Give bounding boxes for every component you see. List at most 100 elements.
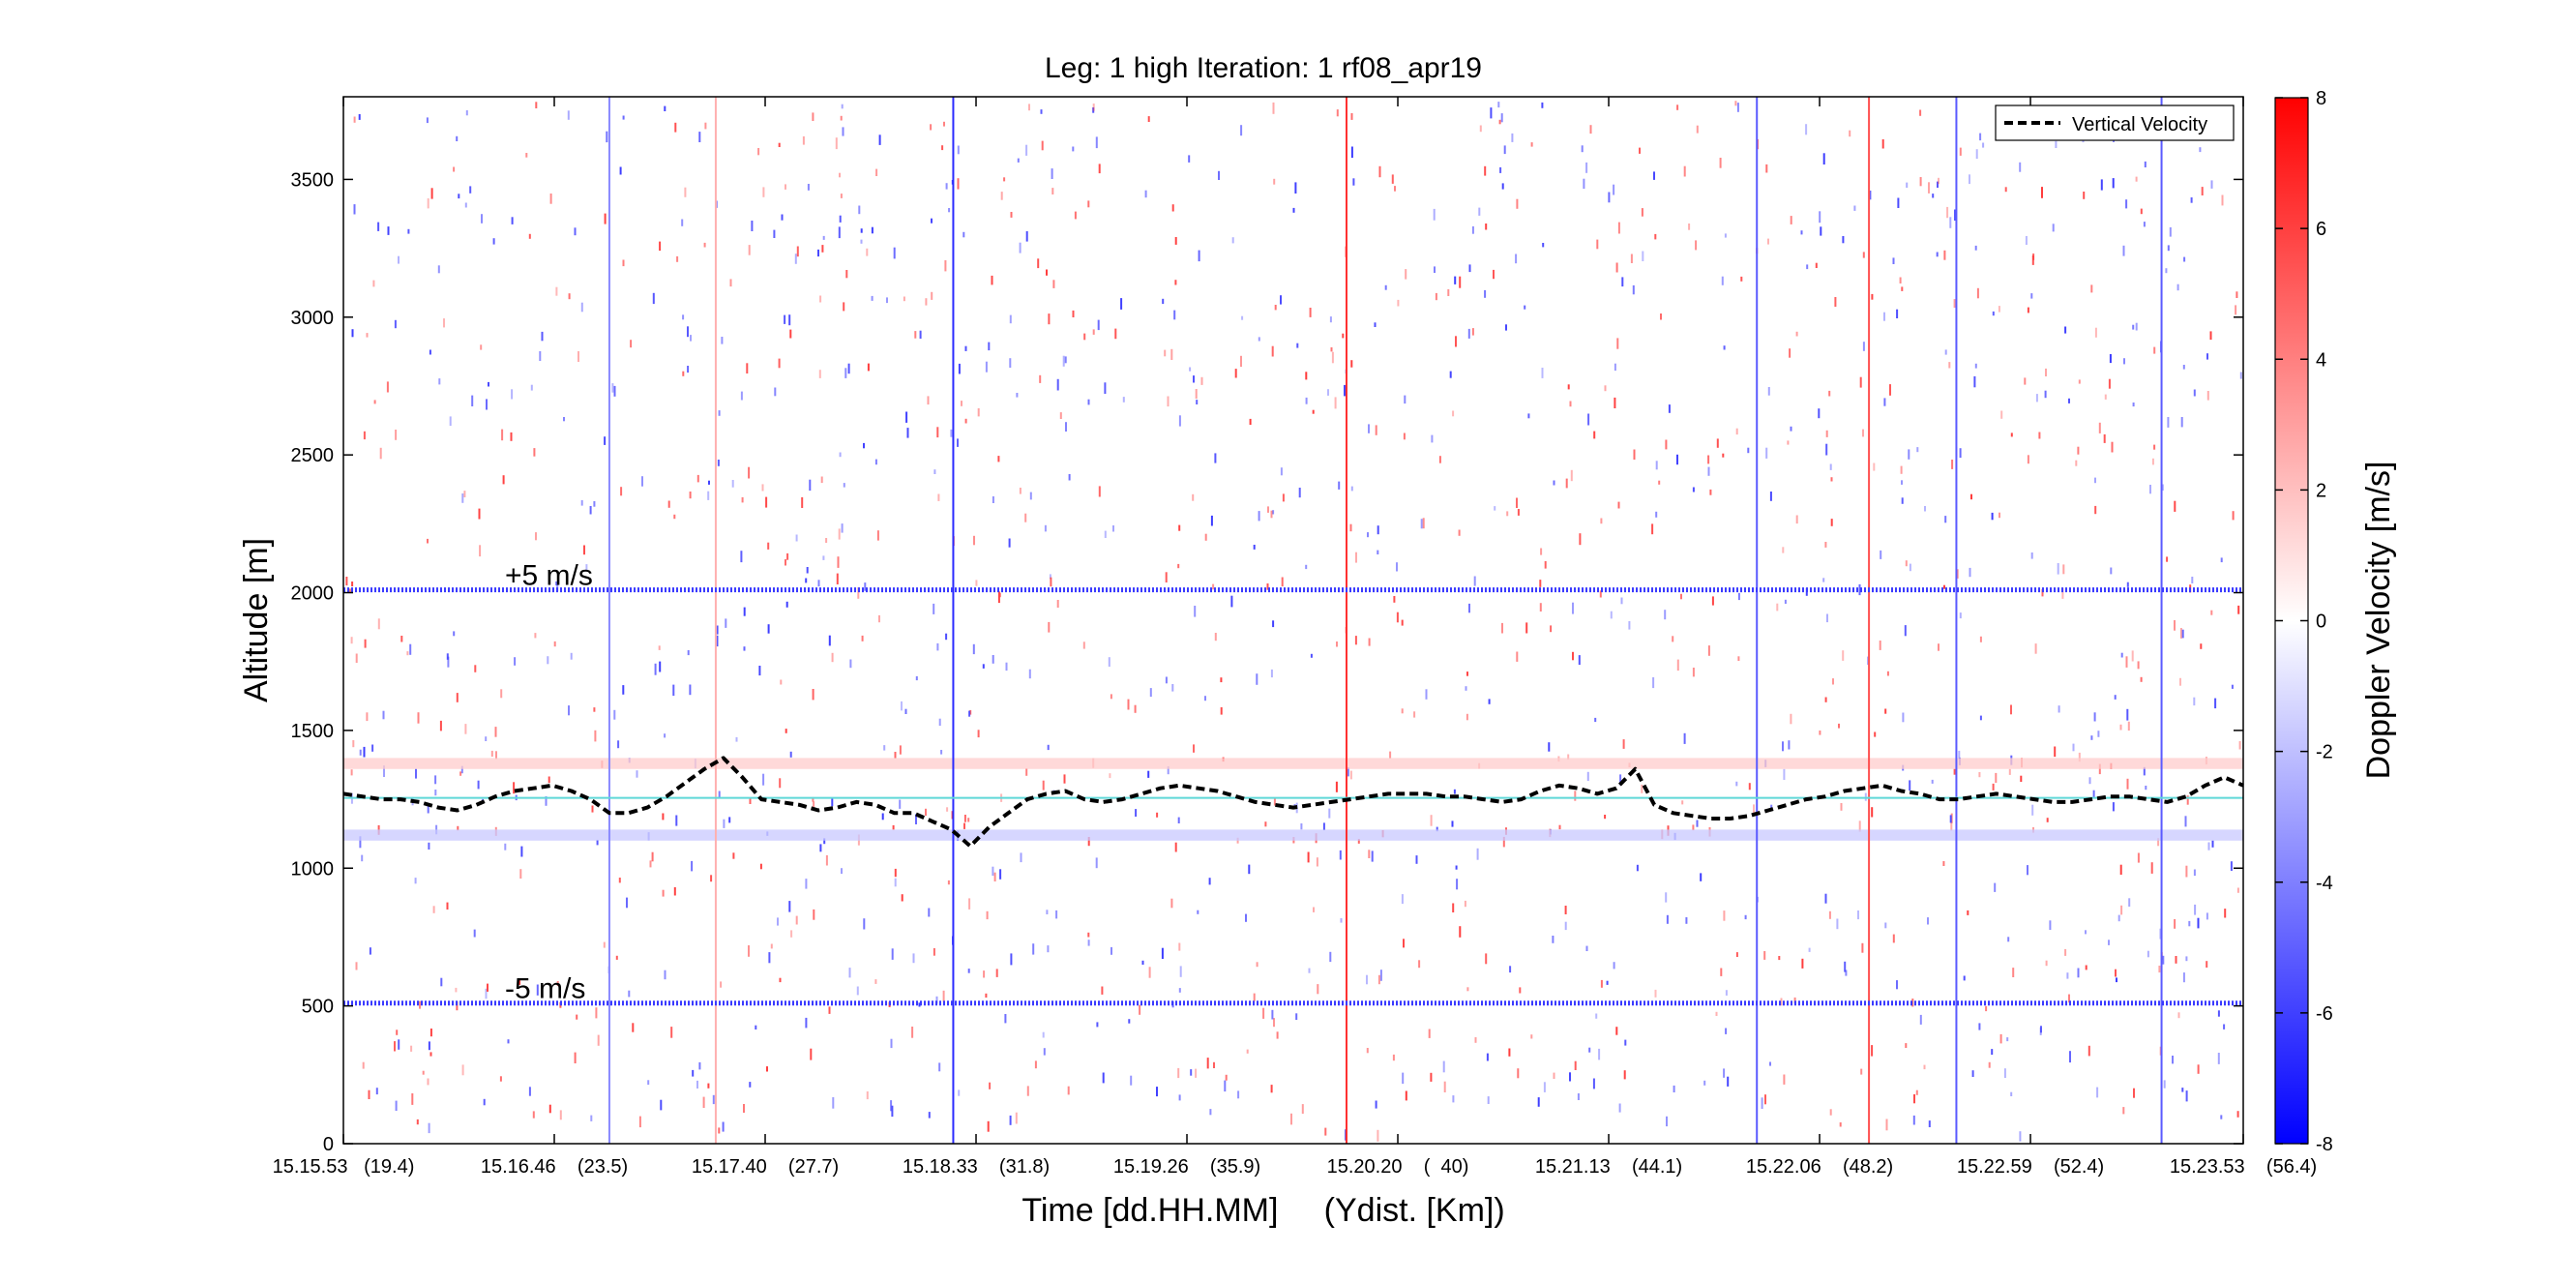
noise-speck — [1938, 177, 1939, 185]
noise-speck — [704, 122, 707, 130]
noise-speck — [1050, 577, 1052, 587]
noise-speck — [1087, 399, 1090, 405]
noise-speck — [1253, 545, 1256, 550]
noise-speck — [1707, 455, 1710, 464]
noise-speck — [841, 868, 843, 875]
noise-speck — [1896, 309, 1899, 318]
noise-speck — [1456, 879, 1459, 890]
noise-speck — [1826, 613, 1828, 623]
noise-speck — [1178, 942, 1181, 951]
noise-speck — [2108, 940, 2110, 945]
noise-speck — [422, 1070, 425, 1075]
noise-speck — [905, 411, 908, 423]
noise-speck — [1598, 1048, 1601, 1060]
noise-speck — [1171, 684, 1174, 692]
noise-speck — [1723, 1068, 1726, 1078]
colorbar-tick-label: 6 — [2316, 219, 2326, 240]
noise-speck — [2193, 869, 2196, 877]
noise-speck — [912, 953, 915, 964]
noise-speck — [2122, 1107, 2125, 1115]
noise-speck — [1052, 280, 1055, 288]
noise-speck — [1592, 1078, 1595, 1089]
noise-speck — [1862, 342, 1865, 351]
noise-speck — [891, 1105, 894, 1118]
noise-speck — [1825, 430, 1828, 437]
noise-speck — [1511, 133, 1514, 142]
noise-speck — [999, 592, 1001, 598]
noise-speck — [1141, 960, 1144, 965]
noise-speck — [1020, 852, 1022, 863]
noise-speck — [986, 910, 989, 920]
noise-speck — [371, 744, 374, 752]
noise-speck — [1924, 506, 1926, 512]
noise-speck — [1979, 636, 1982, 642]
noise-speck — [1485, 953, 1488, 965]
noise-speck — [1606, 980, 1609, 985]
noise-speck — [1010, 212, 1013, 218]
y-tick-label: 2500 — [291, 445, 335, 466]
noise-speck — [1516, 198, 1519, 209]
noise-speck — [1305, 564, 1308, 570]
noise-speck — [1135, 809, 1138, 817]
noise-speck — [1292, 207, 1295, 213]
noise-speck — [1350, 113, 1353, 120]
noise-speck — [1280, 295, 1282, 305]
noise-speck — [2094, 477, 2096, 484]
noise-speck — [1329, 316, 1332, 323]
noise-speck — [1494, 506, 1496, 511]
noise-speck — [894, 868, 897, 878]
noise-speck — [1971, 1070, 1974, 1077]
noise-speck — [1095, 857, 1098, 869]
noise-speck — [1047, 744, 1050, 751]
noise-speck — [911, 1027, 914, 1038]
noise-speck — [1715, 1011, 1718, 1016]
colorbar-tick-label: -6 — [2316, 1003, 2333, 1025]
noise-speck — [1692, 824, 1695, 831]
noise-speck — [1681, 800, 1684, 805]
noise-speck — [1784, 599, 1787, 604]
noise-speck — [1034, 1060, 1037, 1069]
noise-speck — [606, 131, 608, 143]
noise-speck — [761, 484, 764, 492]
legend-entry-vertical-velocity: Vertical Velocity — [2072, 114, 2207, 135]
noise-speck — [555, 286, 558, 296]
noise-speck — [2132, 324, 2135, 330]
noise-speck — [1189, 367, 1192, 372]
noise-speck — [2221, 194, 2224, 206]
noise-speck — [622, 685, 625, 695]
noise-speck — [1063, 774, 1066, 784]
noise-speck — [1630, 254, 1633, 263]
noise-speck — [2032, 254, 2035, 260]
noise-speck — [440, 977, 443, 987]
noise-speck — [437, 265, 440, 274]
noise-speck — [1913, 1094, 1915, 1104]
noise-speck — [1969, 567, 1971, 578]
noise-speck — [352, 740, 355, 748]
noise-speck — [1338, 481, 1341, 490]
noise-speck — [1401, 619, 1404, 626]
noise-speck — [1553, 1072, 1555, 1079]
noise-speck — [1449, 371, 1452, 378]
noise-speck — [874, 979, 877, 984]
noise-speck — [2027, 455, 2029, 464]
noise-speck — [1845, 970, 1848, 976]
noise-speck — [1384, 284, 1387, 290]
noise-speck — [1248, 864, 1251, 875]
noise-speck — [504, 843, 507, 850]
colorbar-tick-label: -8 — [2316, 1134, 2333, 1155]
noise-speck — [1290, 1113, 1292, 1125]
noise-speck — [1305, 397, 1308, 404]
noise-speck — [1214, 633, 1217, 642]
noise-speck — [1028, 669, 1031, 679]
noise-speck — [925, 298, 928, 306]
noise-speck — [1623, 1070, 1626, 1080]
noise-speck — [1024, 513, 1027, 522]
noise-speck — [474, 665, 477, 672]
noise-speck — [1220, 707, 1223, 715]
noise-speck — [353, 204, 356, 215]
noise-speck — [1104, 382, 1107, 394]
noise-speck — [1497, 102, 1500, 108]
noise-speck — [936, 427, 939, 438]
noise-speck — [2238, 741, 2241, 750]
noise-speck — [831, 652, 834, 663]
